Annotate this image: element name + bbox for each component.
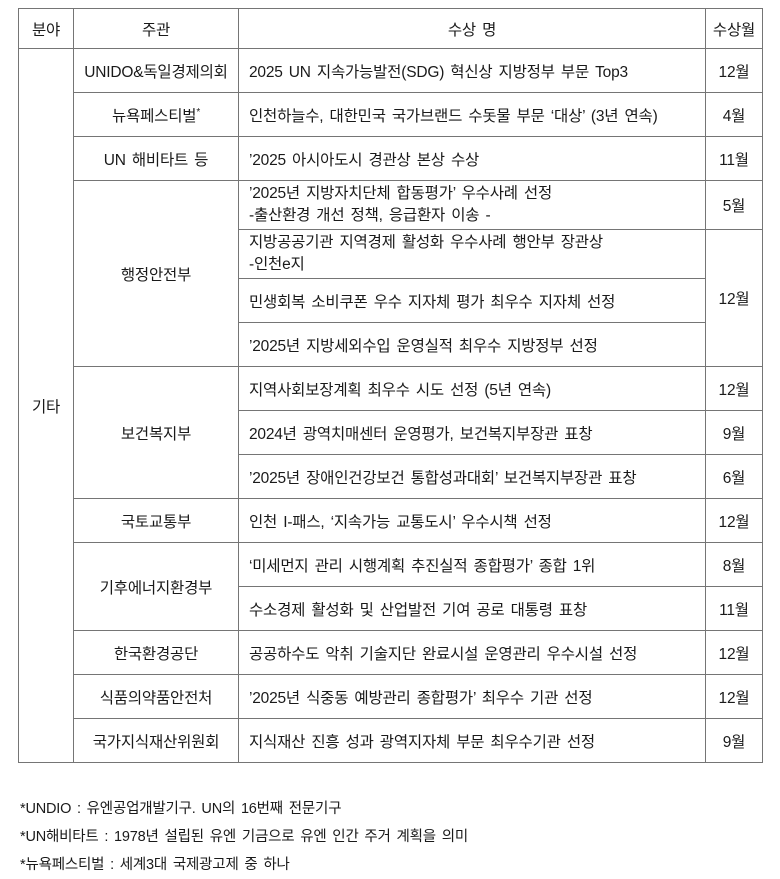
table-row: 식품의약품안전처 ’2025년 식중동 예방관리 종합평가’ 최우수 기관 선정… [19, 674, 763, 719]
cell-month: 12월 [705, 498, 763, 543]
organizer-label: 뉴욕페스티벌 [111, 107, 197, 125]
header-row: 분야 주관 수상 명 수상월 [18, 8, 763, 49]
cell-award: 지방공공기관 지역경제 활성화 우수사례 행안부 장관상 -인천e지 [238, 229, 706, 279]
table-row: ’2025년 지방세외수입 운영실적 최우수 지방정부 선정 [19, 322, 763, 367]
table-row: 기타 UNIDO&독일경제의회 2025 UN 지속가능발전(SDG) 혁신상 … [18, 48, 763, 763]
cell-organizer: UNIDO&독일경제의회 [73, 48, 239, 93]
table-row: 행정안전부 ’2025년 지방자치단체 합동평가’ 우수사례 선정 -출산환경 … [19, 180, 763, 367]
cell-month: 12월 [705, 229, 763, 367]
cell-month: 5월 [705, 180, 763, 230]
cell-organizer: 한국환경공단 [73, 630, 239, 675]
footnote-un-habitat: *UN해비타트 : 1978년 설립된 유엔 기금으로 유엔 인간 주거 계획을… [20, 829, 469, 845]
awards-table: 분야 주관 수상 명 수상월 기타 UNIDO&독일경제의회 2025 UN 지… [18, 8, 763, 763]
award-line-2: -인천e지 [249, 256, 305, 273]
cell-award: 2024년 광역치매센터 운영평가, 보건복지부장관 표창 [238, 410, 706, 455]
cell-field: 기타 [18, 48, 74, 763]
table-row: 기후에너지환경부 ‘미세먼지 관리 시행계획 추진실적 종합평가’ 종합 1위 … [19, 542, 763, 631]
cell-organizer: 식품의약품안전처 [73, 674, 239, 719]
footnotes: *UNDIO : 유엔공업개발기구. UN의 16번째 전문기구 *UN해비타트… [20, 801, 762, 873]
table-row: 2024년 광역치매센터 운영평가, 보건복지부장관 표창 9월 [19, 410, 763, 455]
table-row: 지방공공기관 지역경제 활성화 우수사례 행안부 장관상 -인천e지 12월 [19, 229, 763, 367]
table-row: 국토교통부 인천 I-패스, ‘지속가능 교통도시’ 우수시책 선정 12월 [19, 498, 763, 543]
award-line-1: 지방공공기관 지역경제 활성화 우수사례 행안부 장관상 [249, 234, 603, 251]
cell-month: 9월 [705, 410, 763, 455]
cell-award: ’2025년 지방세외수입 운영실적 최우수 지방정부 선정 [238, 322, 706, 367]
cell-award: 수소경제 활성화 및 산업발전 기여 공로 대통령 표창 [238, 586, 706, 631]
cell-month: 11월 [705, 136, 763, 181]
table-row: 민생회복 소비쿠폰 우수 지자체 평가 최우수 지자체 선정 [19, 278, 763, 323]
cell-month: 12월 [705, 366, 763, 411]
header-month: 수상월 [705, 8, 763, 49]
cell-award: 지역사회보장계획 최우수 시도 선정 (5년 연속) [238, 366, 706, 411]
cell-award: ’2025 아시아도시 경관상 본상 수상 [238, 136, 706, 181]
cell-month: 9월 [705, 718, 763, 763]
cell-organizer: 보건복지부 [73, 366, 239, 499]
footnote-undio: *UNDIO : 유엔공업개발기구. UN의 16번째 전문기구 [20, 801, 342, 817]
cell-month: 12월 [705, 630, 763, 675]
cell-organizer: 뉴욕페스티벌* [73, 92, 239, 137]
cell-award: ’2025년 지방자치단체 합동평가’ 우수사례 선정 -출산환경 개선 정책,… [238, 180, 706, 230]
cell-month: 8월 [705, 542, 763, 587]
footnote-marker: * [196, 106, 201, 118]
cell-organizer: 국가지식재산위원회 [73, 718, 239, 763]
cell-award: ’2025년 장애인건강보건 통합성과대회’ 보건복지부장관 표창 [238, 454, 706, 499]
header-award: 수상 명 [238, 8, 706, 49]
cell-month: 6월 [705, 454, 763, 499]
table-row: 국가지식재산위원회 지식재산 진흥 성과 광역지자체 부문 최우수기관 선정 9… [19, 718, 763, 763]
cell-organizer: 국토교통부 [73, 498, 239, 543]
cell-award: 지식재산 진흥 성과 광역지자체 부문 최우수기관 선정 [238, 718, 706, 763]
header-organizer: 주관 [73, 8, 239, 49]
cell-award: 인천 I-패스, ‘지속가능 교통도시’ 우수시책 선정 [238, 498, 706, 543]
cell-award: 인천하늘수, 대한민국 국가브랜드 수돗물 부문 ‘대상’ (3년 연속) [238, 92, 706, 137]
header-field: 분야 [18, 8, 74, 49]
table-row: 보건복지부 지역사회보장계획 최우수 시도 선정 (5년 연속) 12월 [19, 366, 763, 499]
cell-award: 공공하수도 악취 기술지단 완료시설 운영관리 우수시설 선정 [238, 630, 706, 675]
cell-award: 민생회복 소비쿠폰 우수 지자체 평가 최우수 지자체 선정 [238, 278, 706, 323]
cell-month: 4월 [705, 92, 763, 137]
award-line-2: -출산환경 개선 정책, 응급환자 이송 - [249, 207, 491, 224]
cell-month: 12월 [705, 48, 763, 93]
cell-month: 11월 [705, 586, 763, 631]
cell-organizer: 행정안전부 [73, 180, 239, 367]
cell-month: 12월 [705, 674, 763, 719]
table-row: 한국환경공단 공공하수도 악취 기술지단 완료시설 운영관리 우수시설 선정 1… [19, 630, 763, 675]
award-line-1: ’2025년 지방자치단체 합동평가’ 우수사례 선정 [249, 185, 553, 202]
cell-organizer: UN 해비타트 등 [73, 136, 239, 181]
table-row: ’2025년 장애인건강보건 통합성과대회’ 보건복지부장관 표창 6월 [19, 454, 763, 499]
footnote-newyork-festival: *뉴욕페스티벌 : 세계3대 국제광고제 중 하나 [20, 857, 290, 873]
cell-award: 2025 UN 지속가능발전(SDG) 혁신상 지방정부 부문 Top3 [238, 48, 706, 93]
table-row: UN 해비타트 등 ’2025 아시아도시 경관상 본상 수상 11월 [19, 136, 763, 181]
cell-award: ’2025년 식중동 예방관리 종합평가’ 최우수 기관 선정 [238, 674, 706, 719]
table-row: 뉴욕페스티벌* 인천하늘수, 대한민국 국가브랜드 수돗물 부문 ‘대상’ (3… [19, 92, 763, 137]
cell-organizer: 기후에너지환경부 [73, 542, 239, 631]
cell-award: ‘미세먼지 관리 시행계획 추진실적 종합평가’ 종합 1위 [238, 542, 706, 587]
